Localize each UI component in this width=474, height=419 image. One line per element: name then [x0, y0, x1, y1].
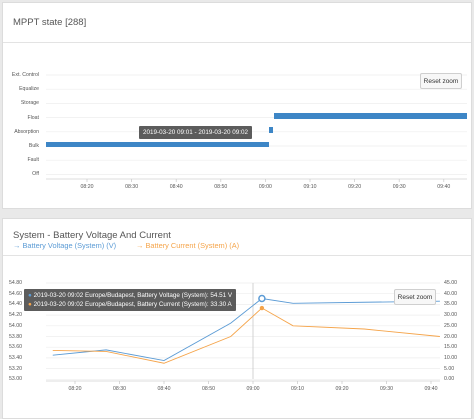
- tooltip-voltage-dot-icon: ●: [28, 292, 34, 299]
- mppt-state-label: Absorption: [14, 128, 39, 135]
- voltage-line: [52, 298, 440, 362]
- battery-x-tick-label: 08:20: [68, 386, 82, 392]
- mppt-state-label: Ext. Control: [11, 72, 39, 78]
- battery-x-tick-label: 09:30: [380, 386, 393, 392]
- voltage-hover-point: [258, 294, 266, 303]
- mppt-x-tick-label: 09:00: [258, 184, 272, 190]
- voltage-axis-label: 53.20: [9, 365, 22, 372]
- mppt-tooltip: 2019-03-20 09:01 - 2019-03-20 09:02: [139, 126, 253, 139]
- mppt-title-divider: [3, 42, 471, 43]
- voltage-axis-label: 54.60: [9, 290, 22, 297]
- mppt-state-label: Off: [32, 171, 39, 178]
- tooltip-current-text: 2019-03-20 09:02 Europe/Budapest, Batter…: [33, 301, 232, 308]
- battery-x-tick-label: 09:00: [246, 386, 260, 392]
- current-axis-label: 30.00: [444, 312, 457, 319]
- current-axis-label: 0.00: [444, 376, 455, 383]
- battery-tooltip: ● 2019-03-20 09:02 Europe/Budapest, Batt…: [24, 289, 237, 311]
- mppt-state-label: Storage: [20, 100, 39, 107]
- mppt-x-tick-label: 08:30: [125, 184, 139, 190]
- voltage-axis-label: 54.20: [9, 312, 22, 319]
- tooltip-current-dot-icon: ●: [28, 301, 34, 308]
- voltage-axis-label: 54.80: [9, 280, 22, 286]
- battery-reset-zoom-button[interactable]: Reset zoom: [394, 289, 436, 305]
- mppt-state-panel: MPPT state [288] Ext. Control Equalize Sto…: [2, 2, 472, 209]
- voltage-axis-label: 54.40: [9, 301, 22, 308]
- legend-current-arrow-icon: →: [136, 241, 146, 250]
- current-axis-label: 40.00: [444, 290, 457, 297]
- current-axis-label: 25.00: [444, 322, 457, 329]
- legend-current-label: Battery Current (System) (A): [145, 241, 240, 250]
- voltage-axis-label: 54.00: [9, 322, 22, 329]
- battery-x-tick-label: 08:50: [202, 386, 215, 392]
- legend-voltage-arrow-icon: →: [13, 241, 23, 250]
- legend-current[interactable]: → Battery Current (System) (A): [136, 241, 239, 250]
- current-axis-label: 20.00: [444, 333, 457, 340]
- current-axis-label: 5.00: [444, 365, 455, 372]
- mppt-x-tick-label: 08:40: [169, 184, 183, 190]
- mppt-state-label: Float: [27, 114, 39, 121]
- voltage-axis-label: 53.00: [9, 376, 22, 383]
- mppt-state-label: Fault: [27, 157, 39, 164]
- current-hover-point: [259, 305, 265, 311]
- mppt-chart: [46, 74, 467, 182]
- current-axis-label: 35.00: [444, 301, 457, 308]
- tooltip-voltage-line: ● 2019-03-20 09:02 Europe/Budapest, Batt…: [28, 291, 232, 300]
- mppt-panel-title: MPPT state [288]: [13, 17, 87, 28]
- voltage-axis-label: 53.60: [9, 344, 22, 351]
- tooltip-current-line: ● 2019-03-20 09:02 Europe/Budapest, Batt…: [28, 300, 232, 309]
- mppt-state-label: Bulk: [28, 143, 39, 149]
- battery-x-tick-label: 09:40: [424, 386, 438, 392]
- battery-title-divider: [3, 255, 471, 256]
- legend-voltage[interactable]: → Battery Voltage (System) (V): [13, 241, 116, 250]
- battery-x-tick-label: 09:10: [291, 386, 304, 392]
- mppt-state-label: Equalize: [19, 86, 39, 93]
- voltage-axis-label: 53.40: [9, 354, 22, 361]
- mppt-x-tick-label: 08:20: [80, 184, 94, 190]
- mppt-x-tick-label: 09:20: [348, 184, 362, 190]
- tooltip-voltage-text: 2019-03-20 09:02 Europe/Budapest, Batter…: [33, 292, 233, 299]
- battery-panel: System - Battery Voltage And Current → B…: [2, 218, 472, 419]
- mppt-bar-float: [274, 113, 467, 119]
- mppt-bar-absorption: [269, 127, 273, 133]
- mppt-x-tick-label: 09:30: [392, 184, 406, 190]
- current-axis-label: 10.00: [444, 354, 457, 361]
- legend-voltage-label: Battery Voltage (System) (V): [22, 241, 117, 250]
- current-axis-label: 15.00: [444, 344, 457, 351]
- battery-panel-title: System - Battery Voltage And Current: [13, 230, 171, 241]
- mppt-bar-bulk: [46, 142, 269, 147]
- battery-x-tick-label: 08:30: [113, 386, 126, 392]
- mppt-x-tick-label: 08:50: [214, 184, 228, 190]
- current-line: [52, 307, 440, 364]
- battery-x-tick-label: 09:20: [335, 386, 349, 392]
- current-axis-label: 45.00: [444, 280, 457, 286]
- mppt-x-tick-label: 09:10: [303, 184, 317, 190]
- mppt-reset-zoom-button[interactable]: Reset zoom: [420, 73, 462, 89]
- mppt-x-tick-label: 09:40: [437, 184, 451, 190]
- battery-x-tick-label: 08:40: [157, 386, 171, 392]
- voltage-axis-label: 53.80: [9, 333, 22, 340]
